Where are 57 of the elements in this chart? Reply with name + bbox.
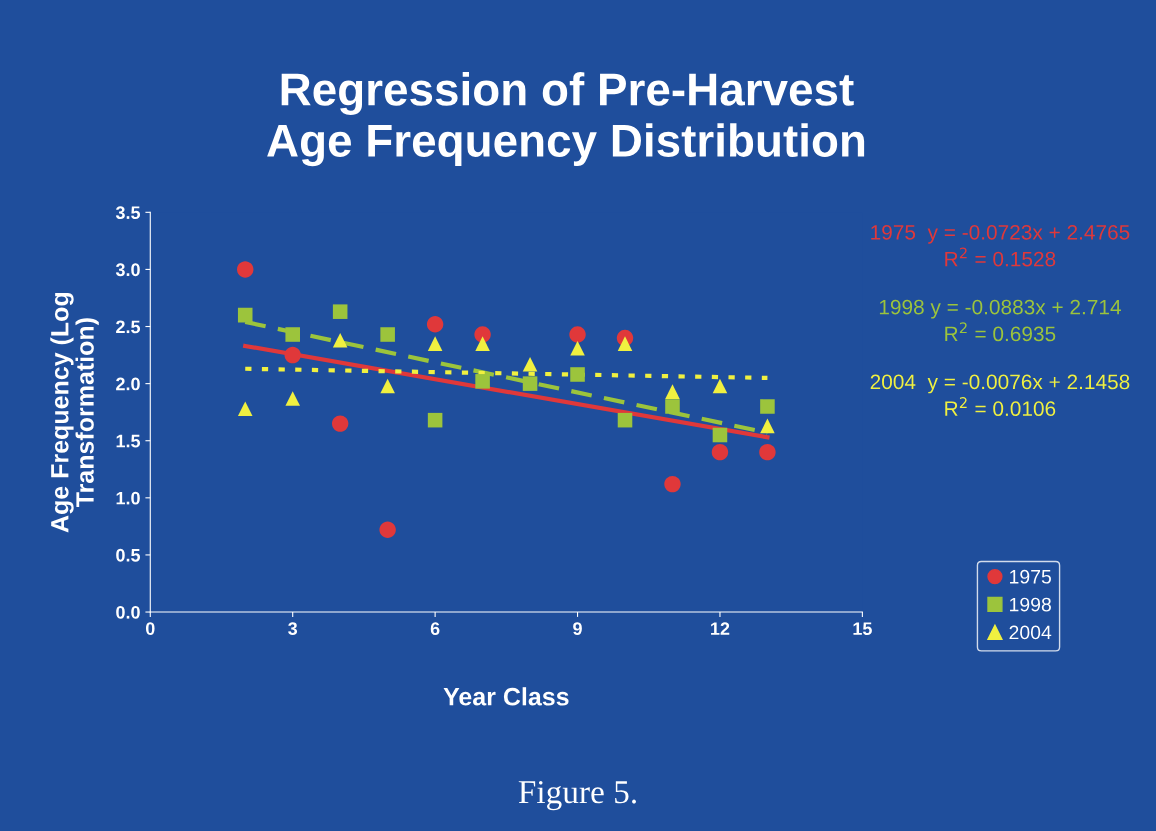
- x-axis-title: Year Class: [443, 687, 569, 706]
- x-tick-label: 3: [288, 622, 298, 636]
- legend-label: 1975: [1010, 569, 1051, 584]
- point: [712, 427, 728, 443]
- x-tick-label: 15: [853, 622, 872, 636]
- point: [522, 376, 538, 391]
- point: [379, 521, 396, 539]
- point: [711, 443, 729, 461]
- x-tick-label: 0: [145, 622, 155, 636]
- point: [712, 378, 728, 394]
- x-tick-label: 6: [430, 622, 440, 636]
- chart-title: Regression of Pre-Harvest Age Frequency Distribution: [267, 72, 865, 167]
- caption: Figure 5.: [518, 780, 636, 811]
- point: [427, 412, 443, 428]
- point: [380, 378, 395, 394]
- point: [570, 340, 585, 356]
- y-tick-label: 0.5: [116, 548, 141, 562]
- point: [617, 336, 633, 351]
- point: [332, 332, 348, 348]
- point: [570, 367, 585, 382]
- point: [237, 307, 253, 323]
- point: [522, 356, 538, 372]
- y-tick-label: 2.5: [116, 320, 141, 334]
- point: [237, 261, 254, 278]
- point: [475, 374, 490, 389]
- point: [665, 384, 680, 399]
- x-tick-label: 9: [573, 622, 582, 636]
- x-tick-label: 12: [711, 622, 730, 635]
- y-tick-label: 0.0: [116, 605, 140, 619]
- point: [331, 415, 349, 432]
- y-tick-label: 1.5: [116, 434, 141, 448]
- point: [760, 399, 775, 414]
- legend-label: 1998: [1010, 597, 1051, 612]
- text: 1998 y = -0.0883x + 2.714 R$^{2}$ = 0.6935: [879, 299, 1121, 342]
- point: [664, 475, 681, 493]
- point: [427, 336, 443, 351]
- point: [760, 418, 775, 434]
- text: 2004 y = -0.0076x + 2.1458 R$^{2}$ = 0.0106: [870, 374, 1130, 417]
- point: [284, 346, 301, 364]
- point: [237, 401, 253, 417]
- point: [285, 327, 300, 342]
- point: [759, 443, 776, 461]
- point: [569, 326, 586, 343]
- text: 1975 y = -0.0723x + 2.4765 R$^{2}$ = 0.1528: [871, 224, 1130, 267]
- point: [475, 336, 490, 351]
- point: [426, 316, 444, 333]
- point: [380, 327, 395, 342]
- y-tick-label: 3.5: [115, 206, 141, 220]
- point: [665, 399, 680, 414]
- y-tick-label: 2.0: [116, 377, 140, 391]
- point: [617, 412, 633, 428]
- y-tick-label: 1.0: [116, 491, 140, 505]
- point: [332, 304, 348, 319]
- legend-label: 2004: [1009, 625, 1052, 640]
- y-axis-title: Age Frequency (Log Transformation): [50, 293, 99, 533]
- point: [285, 391, 300, 406]
- y-tick-label: 3.0: [115, 263, 140, 277]
